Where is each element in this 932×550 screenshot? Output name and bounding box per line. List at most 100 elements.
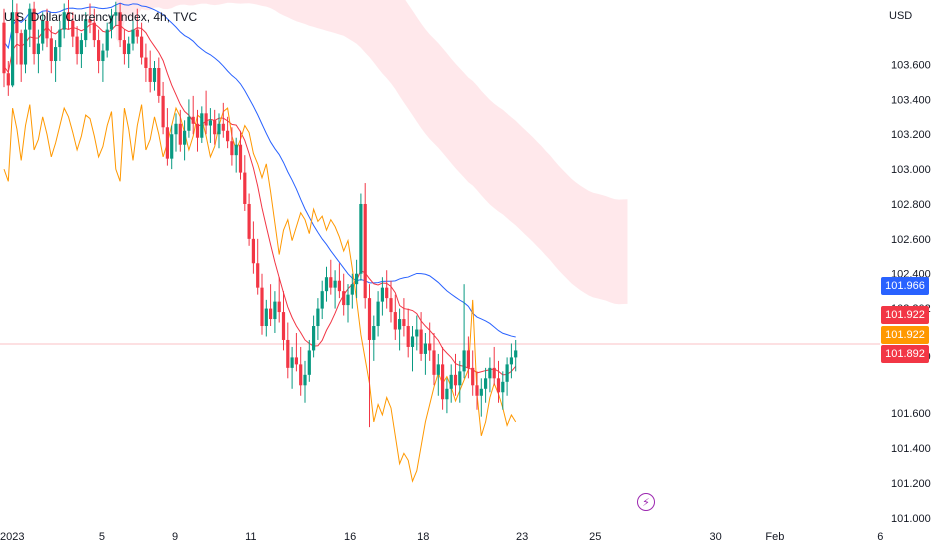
candle-body bbox=[243, 172, 247, 204]
y-tick-label: 101.200 bbox=[891, 478, 931, 490]
candle-body bbox=[36, 43, 40, 55]
candle-body bbox=[195, 123, 200, 138]
x-tick-label: 25 bbox=[589, 531, 601, 543]
candle-body bbox=[462, 350, 466, 372]
candle-body bbox=[92, 22, 96, 41]
candle-body bbox=[264, 308, 268, 327]
candle-body bbox=[28, 8, 32, 30]
candle-body bbox=[406, 326, 410, 347]
candle-body bbox=[109, 15, 114, 30]
candle-body bbox=[49, 38, 53, 62]
x-tick-label: 18 bbox=[417, 531, 429, 543]
y-tick-label: 103.200 bbox=[891, 129, 931, 141]
baseline-line bbox=[3, 2, 516, 338]
y-tick-label: 101.400 bbox=[891, 443, 931, 455]
candle-body bbox=[217, 123, 221, 135]
candle-body bbox=[226, 130, 230, 142]
candle-body bbox=[84, 19, 88, 41]
candle-body bbox=[88, 19, 92, 23]
candle-body bbox=[127, 43, 131, 55]
candle-body bbox=[62, 12, 66, 30]
candle-body bbox=[66, 12, 71, 21]
candle-body bbox=[247, 203, 251, 239]
candle-body bbox=[208, 120, 212, 126]
candle-body bbox=[79, 40, 83, 55]
candle-body bbox=[402, 319, 406, 327]
candle-body bbox=[75, 36, 79, 55]
candle-body bbox=[410, 336, 415, 347]
candle-body bbox=[6, 73, 10, 86]
y-tick-label: 101.000 bbox=[891, 513, 931, 525]
candle-body bbox=[277, 301, 281, 313]
candle-body bbox=[324, 277, 329, 292]
candle-body bbox=[294, 357, 298, 365]
price-badge: 101.966 bbox=[881, 277, 929, 295]
x-tick-label: 2023 bbox=[0, 531, 24, 543]
candle-body bbox=[230, 141, 234, 156]
candle-body bbox=[367, 298, 372, 340]
candle-body bbox=[346, 294, 350, 306]
candle-body bbox=[385, 287, 389, 299]
candle-body bbox=[286, 339, 290, 368]
candle-body bbox=[514, 350, 518, 358]
x-tick-label: 9 bbox=[172, 531, 178, 543]
candle-body bbox=[436, 364, 440, 375]
candle-body bbox=[114, 12, 118, 16]
candle-body bbox=[337, 280, 341, 292]
candle-body bbox=[148, 67, 152, 82]
candle-body bbox=[174, 123, 178, 135]
candle-body bbox=[445, 388, 449, 400]
candle-body bbox=[342, 291, 346, 306]
candle-body bbox=[415, 329, 419, 337]
candle-body bbox=[441, 364, 445, 400]
candle-body bbox=[269, 308, 273, 320]
candle-body bbox=[101, 50, 105, 62]
y-tick-label: 101.600 bbox=[891, 408, 931, 420]
candle-body bbox=[200, 113, 204, 138]
candle-body bbox=[165, 127, 169, 159]
candle-body bbox=[496, 378, 501, 393]
candle-body bbox=[58, 29, 62, 48]
price-badge: 101.922 bbox=[881, 326, 929, 344]
candle-body bbox=[221, 123, 225, 131]
candle-body bbox=[501, 381, 505, 393]
candle-body bbox=[488, 367, 492, 379]
candle-body bbox=[398, 319, 402, 330]
candle-body bbox=[432, 350, 436, 375]
candle-body bbox=[105, 29, 109, 51]
conversion-line bbox=[3, 23, 517, 376]
candle-body bbox=[505, 364, 509, 382]
candle-body bbox=[54, 47, 58, 62]
candle-body bbox=[45, 20, 49, 39]
x-tick-label: 5 bbox=[99, 531, 105, 543]
lightning-icon[interactable]: ⚡ bbox=[637, 493, 655, 511]
candle-body bbox=[393, 312, 397, 330]
candle-body bbox=[372, 326, 376, 340]
candle-body bbox=[260, 287, 264, 327]
candle-body bbox=[316, 308, 320, 327]
candle-body bbox=[471, 367, 475, 386]
candle-body bbox=[191, 116, 195, 124]
x-tick-label: 6 bbox=[877, 531, 883, 543]
candle-body bbox=[135, 29, 139, 37]
candle-body bbox=[256, 263, 260, 288]
candle-body bbox=[363, 203, 367, 299]
candle-body bbox=[509, 357, 513, 365]
candle-body bbox=[329, 277, 333, 288]
candle-body bbox=[423, 343, 427, 354]
chart-title: U.S. Dollar Currency Index, 4h, TVC bbox=[4, 10, 198, 24]
price-badge: 101.922 bbox=[881, 306, 929, 324]
candle-body bbox=[187, 116, 191, 131]
cloud-area bbox=[115, 0, 628, 305]
indicator-lines bbox=[3, 2, 517, 483]
candle-body bbox=[492, 367, 496, 379]
x-tick-label: 23 bbox=[516, 531, 528, 543]
ichimoku-cloud bbox=[115, 0, 628, 305]
candle-body bbox=[453, 374, 458, 386]
x-tick-label: 16 bbox=[344, 531, 356, 543]
candle-body bbox=[290, 357, 294, 368]
y-tick-label: 102.600 bbox=[891, 234, 931, 246]
candle-body bbox=[122, 40, 126, 55]
y-tick-label: 103.600 bbox=[891, 60, 931, 72]
